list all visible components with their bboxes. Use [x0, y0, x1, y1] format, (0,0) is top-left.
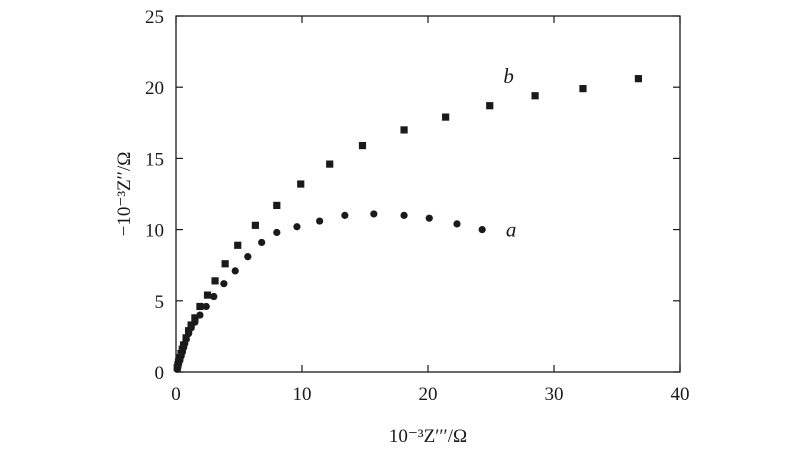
y-tick-label: 5 [155, 292, 165, 313]
series-b-point [531, 92, 539, 100]
x-axis-label: 10⁻³Z′′′/Ω [389, 426, 467, 447]
series-a-point [370, 210, 378, 218]
series-a-point [202, 302, 210, 311]
series-a-point [220, 280, 228, 288]
series-b-point [400, 126, 408, 134]
series-a-point [293, 223, 301, 231]
series-a-point [316, 217, 324, 225]
y-tick-label: 20 [145, 78, 164, 99]
x-tick-label: 40 [671, 384, 690, 405]
series-a-point [258, 238, 266, 247]
series-a-point [244, 253, 252, 261]
series-b-point [203, 291, 212, 299]
x-tick-label: 20 [419, 384, 438, 405]
series-a-point [210, 292, 218, 301]
series-a-point [400, 211, 408, 219]
series-a-point [453, 220, 461, 228]
series-b-point [176, 354, 184, 362]
series-b-point [177, 349, 185, 358]
series-b-point [185, 327, 193, 335]
series-b-point [273, 201, 281, 209]
series-a-point [231, 267, 239, 275]
y-tick-label: 25 [145, 7, 164, 28]
series-b-point [234, 241, 242, 249]
series-label-a: a [506, 218, 517, 242]
series-b-point [211, 277, 219, 285]
series-b-point [174, 358, 183, 366]
series-b-point [579, 85, 587, 93]
series-b-point [634, 75, 643, 83]
series-b-point [358, 141, 367, 150]
series-label-b: b [503, 64, 514, 88]
series-b-point [251, 221, 259, 229]
y-tick-label: 0 [155, 363, 165, 384]
series-b-point [326, 160, 334, 168]
series-b-point [442, 113, 450, 121]
series-b-point [179, 341, 188, 349]
series-a-point [425, 214, 433, 222]
series-b-point [187, 321, 195, 329]
series-b-point [178, 345, 186, 353]
y-tick-label: 10 [145, 221, 164, 242]
series-b-point [297, 180, 305, 188]
x-tick-label: 30 [545, 384, 564, 405]
series-b-point [182, 334, 190, 342]
plot-frame [175, 15, 681, 373]
x-tick-label: 0 [171, 384, 181, 405]
series-a-point [273, 228, 281, 237]
y-axis-label: −10⁻³Z′′/Ω [114, 152, 135, 237]
series-a-point [341, 211, 349, 219]
series-b-point [191, 314, 199, 322]
series-b-point [221, 260, 229, 268]
series-a-point [478, 226, 486, 234]
series-b-point [196, 302, 204, 311]
x-tick-label: 10 [293, 384, 312, 405]
y-tick-label: 15 [145, 149, 164, 170]
series-b-point [486, 102, 494, 110]
